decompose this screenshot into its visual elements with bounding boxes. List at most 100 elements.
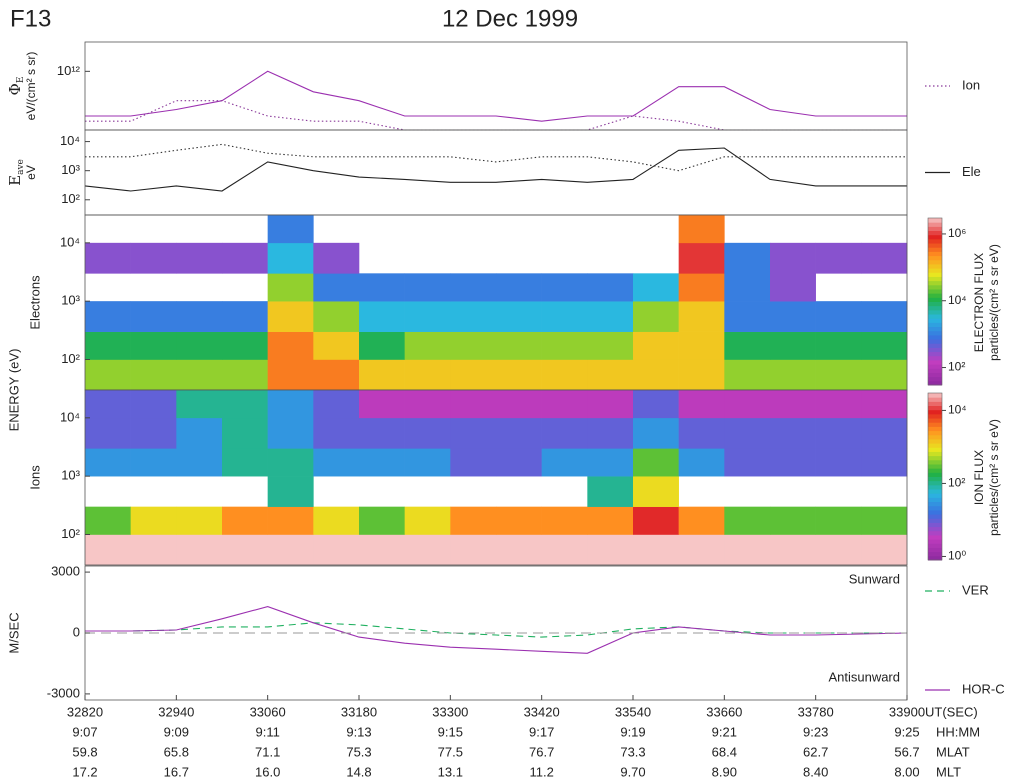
x-row-label: 9:25 bbox=[894, 724, 919, 739]
heatmap-cell bbox=[861, 359, 908, 391]
heatmap-cell bbox=[130, 506, 177, 535]
y-tick-label: 10² bbox=[61, 526, 80, 541]
colorbar-segment bbox=[928, 434, 942, 440]
colorbar-segment bbox=[928, 288, 942, 294]
colorbar-segment bbox=[928, 293, 942, 298]
x-row-name: HH:MM bbox=[936, 724, 980, 739]
heatmap-cell bbox=[404, 534, 451, 566]
heatmap-cell bbox=[496, 417, 542, 449]
colorbar-segment bbox=[928, 351, 942, 357]
colorbar-segment bbox=[928, 368, 942, 373]
y-axis-label: eV/(cm² s sr) bbox=[24, 52, 38, 121]
x-row-label: 9:15 bbox=[438, 724, 463, 739]
y-axis-label: Electrons bbox=[27, 275, 42, 330]
y-axis-symbol: Eave bbox=[6, 159, 26, 186]
colorbar-segment bbox=[928, 530, 942, 536]
heatmap-cell bbox=[587, 331, 634, 360]
colorbar-segment bbox=[928, 238, 942, 244]
heatmap-cell bbox=[130, 448, 177, 477]
y-axis-symbol-main: E bbox=[6, 175, 24, 186]
heatmap-cell bbox=[678, 273, 725, 302]
heatmap-cell bbox=[176, 331, 223, 360]
heatmap-cell bbox=[222, 417, 268, 449]
colorbar-segment bbox=[928, 218, 942, 223]
x-row-label: 11.2 bbox=[529, 764, 553, 779]
heatmap-cell bbox=[678, 301, 725, 332]
heatmap-cell bbox=[633, 534, 679, 566]
heatmap-cell bbox=[404, 273, 451, 302]
colorbar-segment bbox=[928, 418, 942, 423]
heatmap-cell bbox=[861, 301, 908, 332]
heatmap-cell bbox=[724, 242, 771, 274]
heatmap-cell bbox=[267, 215, 314, 244]
heatmap-cell bbox=[861, 417, 908, 449]
heatmap-cell bbox=[678, 448, 725, 477]
heatmap-cell bbox=[633, 448, 679, 477]
x-tick-label: 32940 bbox=[158, 704, 194, 719]
x-row-label: 14.8 bbox=[346, 764, 371, 779]
colorbar-frame bbox=[927, 392, 943, 561]
heatmap-cell bbox=[815, 331, 862, 360]
colorbar-segment bbox=[928, 322, 942, 328]
heatmap-cell bbox=[587, 390, 634, 419]
heatmap-cell bbox=[861, 506, 908, 535]
colorbar-segment bbox=[928, 251, 942, 257]
heatmap-cell bbox=[541, 534, 588, 566]
colorbar-segment bbox=[928, 326, 942, 332]
colorbar-segment bbox=[928, 359, 942, 365]
colorbar-segment bbox=[928, 297, 942, 302]
colorbar-segment bbox=[928, 309, 942, 315]
heatmap-cell bbox=[587, 359, 634, 391]
heatmap-cell bbox=[770, 301, 816, 332]
heatmap-cell bbox=[541, 273, 588, 302]
heatmap-cell bbox=[267, 242, 314, 274]
heatmap-cell bbox=[541, 506, 588, 535]
y-tick-label: -3000 bbox=[47, 685, 80, 700]
heatmap-cell bbox=[861, 448, 908, 477]
colorbar-segment bbox=[928, 493, 942, 498]
heatmap-cell bbox=[267, 273, 314, 302]
y-tick-label: 10² bbox=[61, 351, 80, 366]
colorbar-segment bbox=[928, 230, 942, 236]
colorbar-segment bbox=[928, 497, 942, 503]
heatmap-cell bbox=[678, 534, 725, 566]
colorbar-segment bbox=[928, 222, 942, 227]
heatmap-cell bbox=[359, 534, 405, 566]
colorbar-segment bbox=[928, 234, 942, 240]
colorbar-segment bbox=[928, 255, 942, 261]
colorbar-tick-label: 10⁴ bbox=[948, 403, 967, 417]
x-row-label: 73.3 bbox=[620, 744, 645, 759]
x-row-label: 9:11 bbox=[255, 724, 279, 739]
heatmap-cell bbox=[724, 506, 771, 535]
colorbar-segment bbox=[928, 364, 942, 369]
x-row-label: 16.0 bbox=[255, 764, 280, 779]
y-tick-label: 10³ bbox=[61, 293, 80, 308]
heatmap-cell bbox=[404, 417, 451, 449]
panel-frame bbox=[84, 129, 908, 216]
colorbar-segment bbox=[928, 372, 942, 378]
colorbar-segment bbox=[928, 430, 942, 436]
heatmap-cell bbox=[587, 301, 634, 332]
y-tick-label: 10³ bbox=[61, 468, 80, 483]
colorbar-segment bbox=[928, 459, 942, 465]
x-row-label: 9:17 bbox=[529, 724, 554, 739]
heatmap-cell bbox=[861, 390, 908, 419]
colorbar-segment bbox=[928, 247, 942, 252]
heatmap-cell bbox=[222, 448, 268, 477]
chart-title: 12 Dec 1999 bbox=[442, 5, 578, 32]
colorbar-segment bbox=[928, 409, 942, 415]
heatmap-cell bbox=[450, 417, 497, 449]
heatmap-cell bbox=[861, 534, 908, 566]
colorbar-segment bbox=[928, 539, 942, 544]
colorbar-tick-label: 10² bbox=[948, 476, 965, 490]
heatmap-cell bbox=[450, 359, 497, 391]
colorbar-segment bbox=[928, 443, 942, 448]
y-tick-label: 10³ bbox=[61, 162, 80, 177]
heatmap-cell bbox=[267, 301, 314, 332]
colorbar-segment bbox=[928, 318, 942, 323]
colorbar-segment bbox=[928, 413, 942, 419]
heatmap-cell bbox=[678, 417, 725, 449]
heatmap-cell bbox=[176, 448, 223, 477]
x-tick-label: 32820 bbox=[67, 704, 103, 719]
